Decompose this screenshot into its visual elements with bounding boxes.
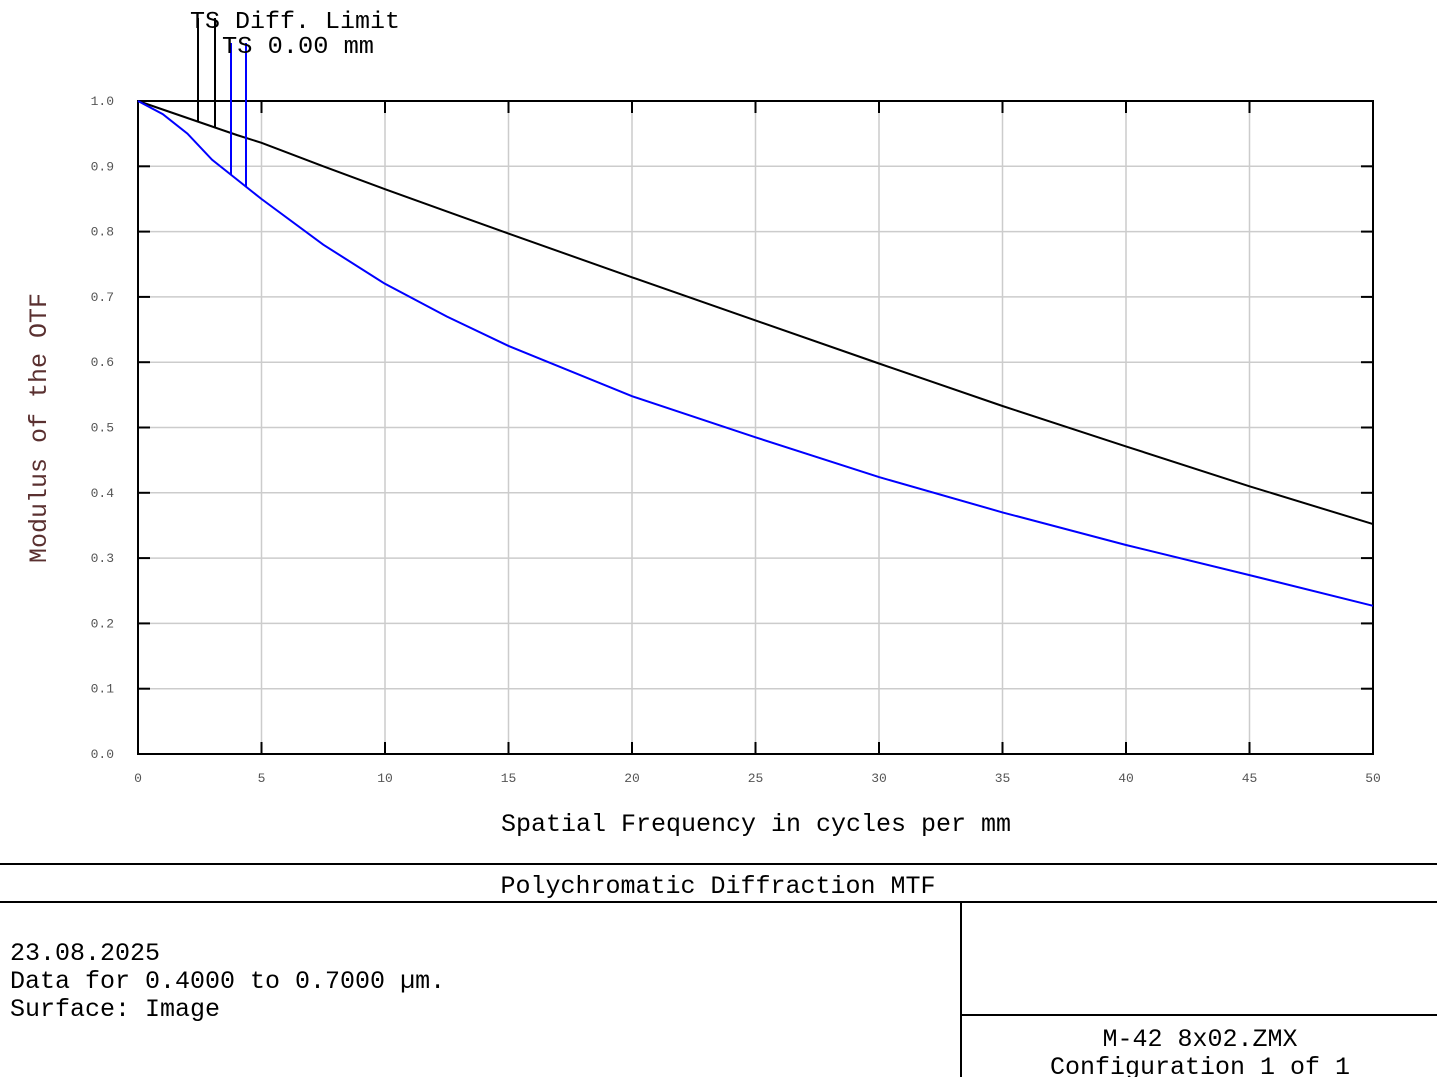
y-tick-label: 0.8	[91, 225, 114, 240]
y-tick-label: 0.1	[91, 682, 115, 697]
y-tick-label: 0.9	[91, 159, 114, 174]
info-line: Surface: Image	[10, 995, 220, 1024]
file-line: Configuration 1 of 1	[1050, 1053, 1350, 1077]
x-tick-label: 10	[377, 771, 393, 786]
file-line: M-42 8x02.ZMX	[1102, 1025, 1297, 1054]
x-tick-label: 50	[1365, 771, 1381, 786]
x-axis-label: Spatial Frequency in cycles per mm	[501, 810, 1011, 839]
y-tick-label: 0.4	[91, 486, 115, 501]
x-tick-label: 25	[748, 771, 764, 786]
x-tick-label: 5	[258, 771, 266, 786]
y-tick-label: 0.6	[91, 355, 114, 370]
x-tick-label: 20	[624, 771, 640, 786]
y-tick-label: 1.0	[91, 94, 114, 109]
x-tick-label: 15	[501, 771, 517, 786]
y-tick-label: 0.2	[91, 616, 114, 631]
series-line	[137, 100, 1374, 526]
y-axis-label: Modulus of the OTF	[25, 293, 54, 563]
chart-title: Polychromatic Diffraction MTF	[500, 872, 935, 901]
y-tick-label: 0.5	[91, 421, 114, 436]
plot-border	[137, 100, 1374, 755]
x-tick-label: 30	[871, 771, 887, 786]
x-tick-label: 45	[1242, 771, 1258, 786]
series-line	[137, 100, 1374, 607]
info-line: Data for 0.4000 to 0.7000 µm.	[10, 967, 445, 996]
x-tick-label: 40	[1118, 771, 1134, 786]
legend-label: TS 0.00 mm	[222, 34, 374, 61]
y-tick-label: 0.3	[91, 551, 114, 566]
info-line: 23.08.2025	[10, 939, 160, 968]
x-tick-label: 0	[134, 771, 142, 786]
y-tick-label: 0.0	[91, 747, 114, 762]
y-tick-label: 0.7	[91, 290, 114, 305]
x-tick-label: 35	[995, 771, 1011, 786]
legend-label: TS Diff. Limit	[190, 9, 400, 36]
